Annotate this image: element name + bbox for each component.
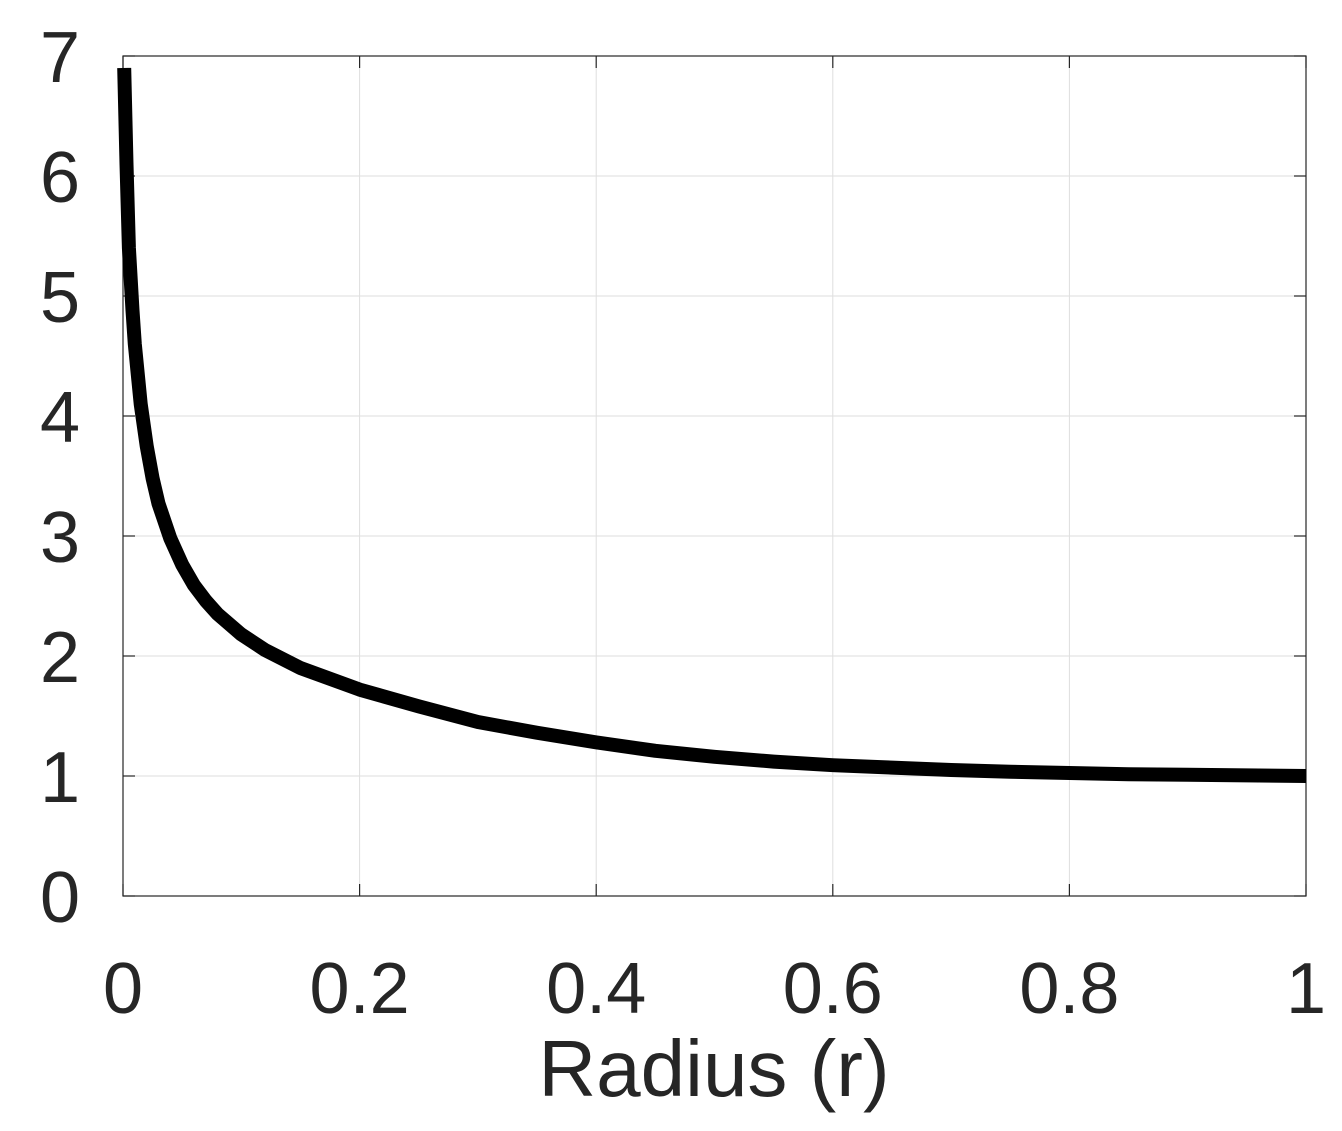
y-tick-label: 1 (40, 738, 80, 818)
plot-frame (122, 55, 1307, 897)
y-tick-labels: 0 1 2 3 4 5 6 7 (40, 18, 80, 938)
x-tick-label: 0.4 (546, 949, 646, 1029)
series-line (117, 67, 1307, 783)
y-tick-label: 3 (40, 498, 80, 578)
x-tick-label: 0.2 (310, 949, 410, 1029)
y-tick-label: 6 (40, 138, 80, 218)
x-tick-label: 0.8 (1019, 949, 1119, 1029)
y-tick-label: 0 (40, 858, 80, 938)
y-tick-label: 2 (40, 618, 80, 698)
y-tick-label: 5 (40, 258, 80, 338)
x-tick-label: 0.6 (783, 949, 883, 1029)
grid-lines (123, 56, 1306, 896)
x-tick-label: 1 (1286, 949, 1326, 1029)
x-tick-labels: 0 0.2 0.4 0.6 0.8 1 (103, 949, 1326, 1029)
x-tick-label: 0 (103, 949, 143, 1029)
x-axis-label: Radius (r) (538, 1024, 889, 1113)
series-layer (117, 67, 1307, 783)
y-tick-label: 7 (40, 18, 80, 98)
y-tick-label: 4 (40, 378, 80, 458)
